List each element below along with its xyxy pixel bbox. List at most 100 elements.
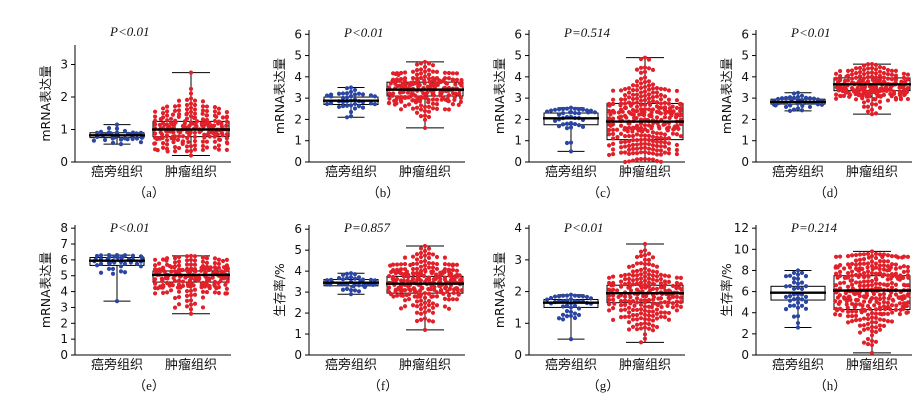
data-point [194,124,198,128]
data-point [796,301,800,305]
data-point [611,102,615,106]
data-point [413,294,417,298]
data-point [846,254,850,258]
data-point [866,252,870,256]
data-point [643,146,647,150]
data-point [643,279,647,283]
data-point [804,300,808,304]
data-point [850,314,854,318]
data-point [663,140,667,144]
data-point [443,297,447,301]
data-point [615,135,619,139]
data-point [423,268,427,272]
data-point [193,288,197,292]
data-point [627,139,631,143]
data-point [834,307,838,311]
data-point [671,132,675,136]
data-point [643,98,647,102]
data-point [898,265,902,269]
data-point [99,253,103,257]
data-point [784,295,788,299]
data-point [870,279,874,283]
data-point [659,87,663,91]
data-point [906,73,910,77]
data-point [165,290,169,294]
data-point [862,280,866,284]
data-point [651,298,655,302]
data-point [611,282,615,286]
data-point [906,97,910,101]
data-point [808,96,812,100]
data-point [611,275,615,279]
data-point [349,292,353,296]
y-tick-label: 0 [741,155,749,169]
data-point [391,71,395,75]
y-tick-label: 3 [514,91,522,105]
data-point [177,115,181,119]
data-point [619,124,623,128]
x-category-label: 肿瘤组织 [165,357,217,373]
data-point [870,264,874,268]
data-point [205,113,209,117]
data-point [659,106,663,110]
data-point [419,71,423,75]
data-point [413,94,417,98]
data-point [361,106,365,110]
data-point [639,303,643,307]
data-point [569,121,573,125]
data-point [457,292,461,296]
data-point [565,141,569,145]
data-point [345,272,349,276]
data-point [862,72,866,76]
data-point [443,71,447,75]
data-point [164,259,168,263]
data-point [647,138,651,142]
data-point [862,275,866,279]
data-point [217,148,221,152]
data-point [866,313,870,317]
data-point [882,71,886,75]
data-point [866,62,870,66]
data-point [427,247,431,251]
data-point [887,88,891,92]
data-point [838,300,842,304]
data-point [643,56,647,60]
data-point [862,341,866,345]
data-point [630,127,634,131]
data-point [92,139,96,143]
data-point [639,86,643,90]
data-point [153,258,157,262]
data-point [639,90,643,94]
data-point [850,68,854,72]
data-point [882,296,886,300]
data-point [865,94,869,98]
data-point [862,252,866,256]
data-point [643,157,647,161]
data-point [668,297,672,301]
data-point [423,118,427,122]
data-point [857,291,861,295]
y-tick-label: 0 [60,155,68,169]
data-point [140,256,144,260]
data-point [643,283,647,287]
data-point [878,70,882,74]
data-point [589,296,593,300]
data-point [411,303,415,307]
data-point [651,135,655,139]
y-tick-label: 3 [60,58,68,72]
data-point [862,262,866,266]
data-point [561,317,565,321]
data-point [325,93,329,97]
data-point [862,100,866,104]
data-point [577,306,581,310]
data-point [838,313,842,317]
data-point [878,267,882,271]
data-point [846,69,850,73]
data-point [353,272,357,276]
p-value-label: P<0.01 [109,24,149,39]
data-point [185,267,189,271]
data-point [611,147,615,151]
data-point [205,290,209,294]
data-point [886,72,890,76]
data-point [453,274,457,278]
